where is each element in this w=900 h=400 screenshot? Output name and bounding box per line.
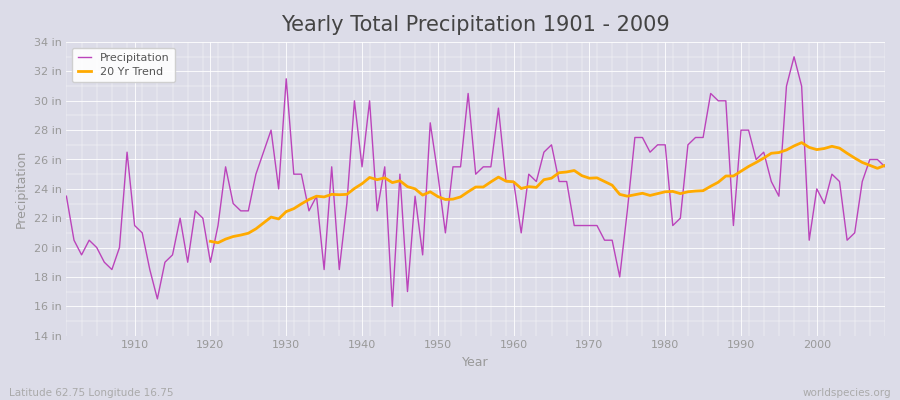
20 Yr Trend (796, 140, 807, 145)
Precipitation (122, 150, 132, 154)
Precipitation (607, 238, 617, 243)
20 Yr Trend (303, 197, 314, 202)
20 Yr Trend (682, 189, 693, 194)
Precipitation (334, 267, 345, 272)
Precipitation (879, 164, 890, 169)
Line: Precipitation: Precipitation (67, 57, 885, 306)
20 Yr Trend (879, 163, 890, 168)
X-axis label: Year: Year (463, 356, 489, 369)
20 Yr Trend (205, 239, 216, 244)
20 Yr Trend (864, 163, 875, 168)
20 Yr Trend (788, 144, 799, 148)
Title: Yearly Total Precipitation 1901 - 2009: Yearly Total Precipitation 1901 - 2009 (282, 15, 670, 35)
Legend: Precipitation, 20 Yr Trend: Precipitation, 20 Yr Trend (72, 48, 176, 82)
Line: 20 Yr Trend: 20 Yr Trend (211, 143, 885, 243)
Precipitation (387, 304, 398, 309)
Y-axis label: Precipitation: Precipitation (15, 150, 28, 228)
Precipitation (516, 230, 526, 235)
Precipitation (508, 179, 519, 184)
Precipitation (788, 54, 799, 59)
Precipitation (61, 194, 72, 198)
Precipitation (288, 172, 299, 176)
20 Yr Trend (773, 150, 784, 155)
Text: worldspecies.org: worldspecies.org (803, 388, 891, 398)
20 Yr Trend (418, 193, 428, 198)
20 Yr Trend (212, 240, 223, 245)
Text: Latitude 62.75 Longitude 16.75: Latitude 62.75 Longitude 16.75 (9, 388, 174, 398)
